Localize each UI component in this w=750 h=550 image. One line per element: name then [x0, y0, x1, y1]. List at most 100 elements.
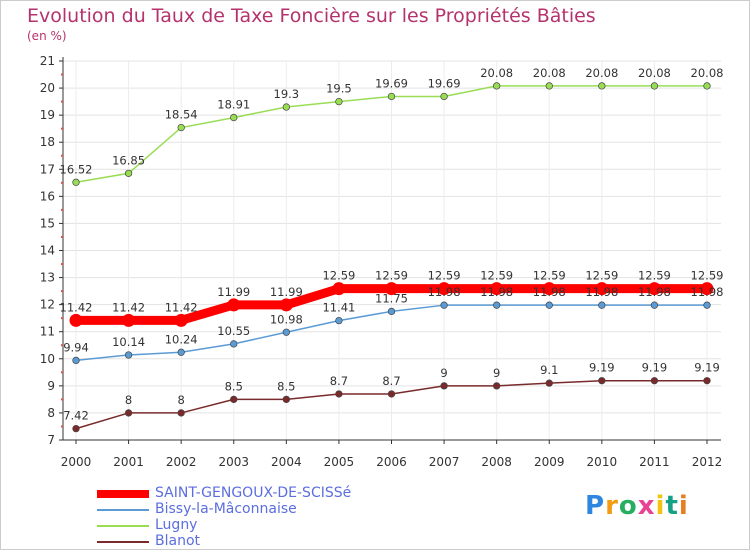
y-minor-tick: [61, 398, 63, 401]
proxiti-logo: Proxiti: [585, 491, 689, 521]
data-label-3: 9: [493, 366, 500, 380]
data-point-0: [647, 282, 661, 296]
data-point-1: [124, 351, 133, 359]
data-label-0: 12.59: [691, 269, 724, 283]
data-point-0: [385, 282, 398, 296]
data-point-3: [282, 395, 290, 404]
data-label-2: 16.52: [60, 162, 93, 176]
data-point-2: [335, 97, 343, 106]
y-minor-tick: [61, 73, 63, 76]
y-minor-tick: [61, 208, 63, 211]
data-point-2: [72, 178, 80, 186]
data-point-0: [595, 282, 609, 296]
data-point-0: [69, 313, 83, 327]
logo-letter: t: [665, 491, 679, 521]
data-point-0: [332, 282, 346, 296]
y-minor-tick: [61, 154, 63, 157]
data-label-1: 11.98: [533, 285, 566, 299]
x-tick-label: 2010: [587, 455, 618, 469]
data-point-1: [703, 301, 711, 309]
data-label-0: 11.99: [270, 285, 303, 299]
data-point-1: [72, 356, 80, 365]
data-point-2: [177, 123, 185, 132]
data-point-2: [545, 82, 553, 90]
y-minor-tick: [61, 317, 63, 320]
data-point-0: [700, 282, 714, 296]
data-label-0: 12.59: [480, 269, 513, 283]
data-label-0: 12.59: [638, 269, 671, 283]
x-tick-label: 2012: [692, 455, 723, 469]
logo-letter: i: [655, 491, 666, 521]
data-label-2: 18.54: [165, 108, 198, 122]
data-point-2: [282, 103, 290, 111]
data-point-2: [703, 82, 711, 90]
data-label-2: 19.3: [274, 87, 300, 101]
y-tick-label: 15: [40, 216, 55, 230]
legend-label-blanot: Blanot: [155, 533, 201, 549]
data-label-2: 20.08: [691, 66, 724, 80]
x-tick-label: 2007: [429, 455, 460, 469]
data-point-3: [650, 377, 659, 385]
y-tick-label: 19: [40, 108, 55, 122]
x-tick-label: 2006: [376, 455, 407, 469]
data-label-3: 8: [178, 393, 185, 407]
data-label-3: 8.7: [382, 374, 400, 388]
logo-letter: o: [618, 491, 638, 521]
data-point-2: [650, 82, 659, 90]
y-tick-label: 12: [40, 298, 55, 312]
data-point-1: [598, 301, 606, 309]
data-point-3: [545, 379, 553, 387]
data-point-0: [490, 282, 504, 296]
y-minor-tick: [61, 344, 63, 347]
x-tick-label: 2002: [166, 455, 197, 469]
data-point-3: [387, 390, 396, 398]
data-point-1: [545, 301, 553, 309]
data-label-1: 10.55: [217, 324, 250, 338]
data-label-0: 11.99: [217, 285, 250, 299]
y-tick-label: 16: [40, 189, 55, 203]
data-label-3: 9.19: [589, 361, 615, 375]
data-point-2: [598, 82, 606, 90]
data-point-3: [124, 409, 133, 417]
data-label-1: 11.98: [480, 285, 513, 299]
data-point-1: [387, 307, 396, 316]
data-point-2: [493, 82, 501, 90]
data-label-2: 20.08: [585, 66, 618, 80]
legend-swatch-lugny: [97, 525, 149, 527]
y-minor-tick: [61, 290, 63, 293]
y-tick-label: 7: [47, 433, 55, 447]
data-label-1: 11.98: [428, 285, 461, 299]
legend-swatch-blanot: [97, 541, 149, 543]
data-label-2: 20.08: [533, 66, 566, 80]
data-point-2: [230, 113, 238, 122]
data-label-1: 11.98: [691, 285, 724, 299]
data-point-3: [440, 382, 448, 390]
y-tick-label: 9: [47, 379, 55, 393]
data-label-0: 12.59: [322, 269, 355, 283]
unit-label: (en %): [27, 29, 67, 43]
data-point-3: [177, 409, 185, 417]
y-minor-tick: [61, 371, 63, 374]
data-label-0: 12.59: [375, 269, 408, 283]
data-point-2: [440, 92, 448, 101]
data-label-1: 10.98: [270, 312, 303, 326]
data-label-3: 8: [125, 393, 132, 407]
legend-swatch-saint-gengoux: [97, 490, 149, 498]
data-point-0: [279, 298, 293, 312]
data-point-1: [493, 301, 501, 309]
data-label-3: 9.1: [540, 363, 558, 377]
y-tick-label: 18: [40, 135, 55, 149]
logo-letter: P: [585, 491, 606, 521]
chart-title: Evolution du Taux de Taxe Foncière sur l…: [27, 5, 596, 27]
x-tick-label: 2003: [218, 455, 249, 469]
data-label-3: 9.19: [642, 361, 668, 375]
data-label-3: 8.7: [330, 374, 348, 388]
data-label-1: 9.94: [63, 340, 89, 354]
data-point-0: [227, 298, 241, 312]
x-tick-label: 2000: [61, 455, 92, 469]
data-label-1: 11.75: [375, 291, 408, 305]
data-point-1: [230, 340, 238, 348]
data-label-2: 16.85: [112, 153, 145, 167]
